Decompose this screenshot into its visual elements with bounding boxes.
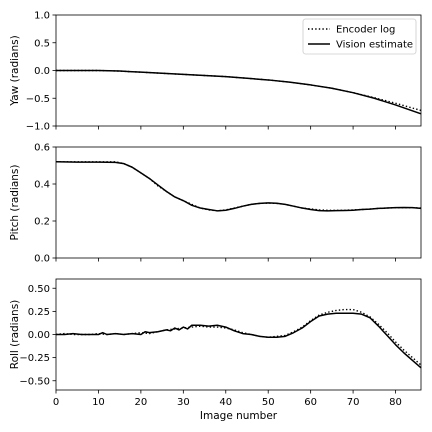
y-tick-label: −0.50 [19,376,50,387]
y-tick-label: −1.0 [26,122,50,133]
y-tick-label: 0.5 [34,38,50,49]
series-line-encoder-log [56,161,422,212]
series-line-vision-estimate [56,69,422,115]
subplot-2: 0.0 0.2 0.4 0.6 Pitch (radians) [9,143,422,265]
legend-label: Encoder log [336,25,395,36]
y-tick-label: 0.4 [34,180,50,191]
x-tick-label: 50 [262,397,275,408]
series-line-encoder-log [56,69,422,112]
y-tick-label: 0.00 [28,330,50,341]
subplot-3: −0.50 −0.25 0.00 0.25 0.50 0 10 20 30 40 50 60 70 80 R… [9,278,422,422]
legend-label: Vision estimate [336,40,413,51]
y-tick-label: 0.0 [34,66,50,77]
y-axis-label: Pitch (radians) [9,165,21,241]
x-tick-label: 30 [177,397,190,408]
series-line-encoder-log [55,308,422,366]
legend: Encoder log Vision estimate [302,18,417,55]
y-axis-label: Roll (radians) [9,300,21,370]
x-tick-label: 0 [53,397,59,408]
subplot-1: −1.0 −0.5 0.0 0.5 1.0 Yaw (radians) Encoder lo… [9,11,422,133]
y-axis-label: Yaw (radians) [9,35,21,106]
axes-frame [55,146,422,259]
series-line-vision-estimate [56,312,422,369]
x-tick-label: 80 [389,397,402,408]
y-tick-label: 0.2 [34,217,50,228]
x-tick-label: 40 [219,397,232,408]
y-tick-label: 0.0 [34,254,50,265]
series-line-vision-estimate [55,161,422,212]
x-tick-label: 10 [92,397,105,408]
y-tick-label: 1.0 [34,11,50,22]
y-tick-label: 0.6 [34,143,50,154]
y-tick-label: −0.25 [19,353,50,364]
y-tick-label: 0.25 [28,307,50,318]
legend-box [302,18,417,55]
x-tick-label: 20 [135,397,148,408]
x-tick-label: 70 [347,397,360,408]
y-tick-label: −0.5 [26,94,50,105]
y-tick-label: 0.50 [28,284,50,295]
x-axis-label: Image number [200,410,278,422]
x-tick-label: 60 [304,397,317,408]
